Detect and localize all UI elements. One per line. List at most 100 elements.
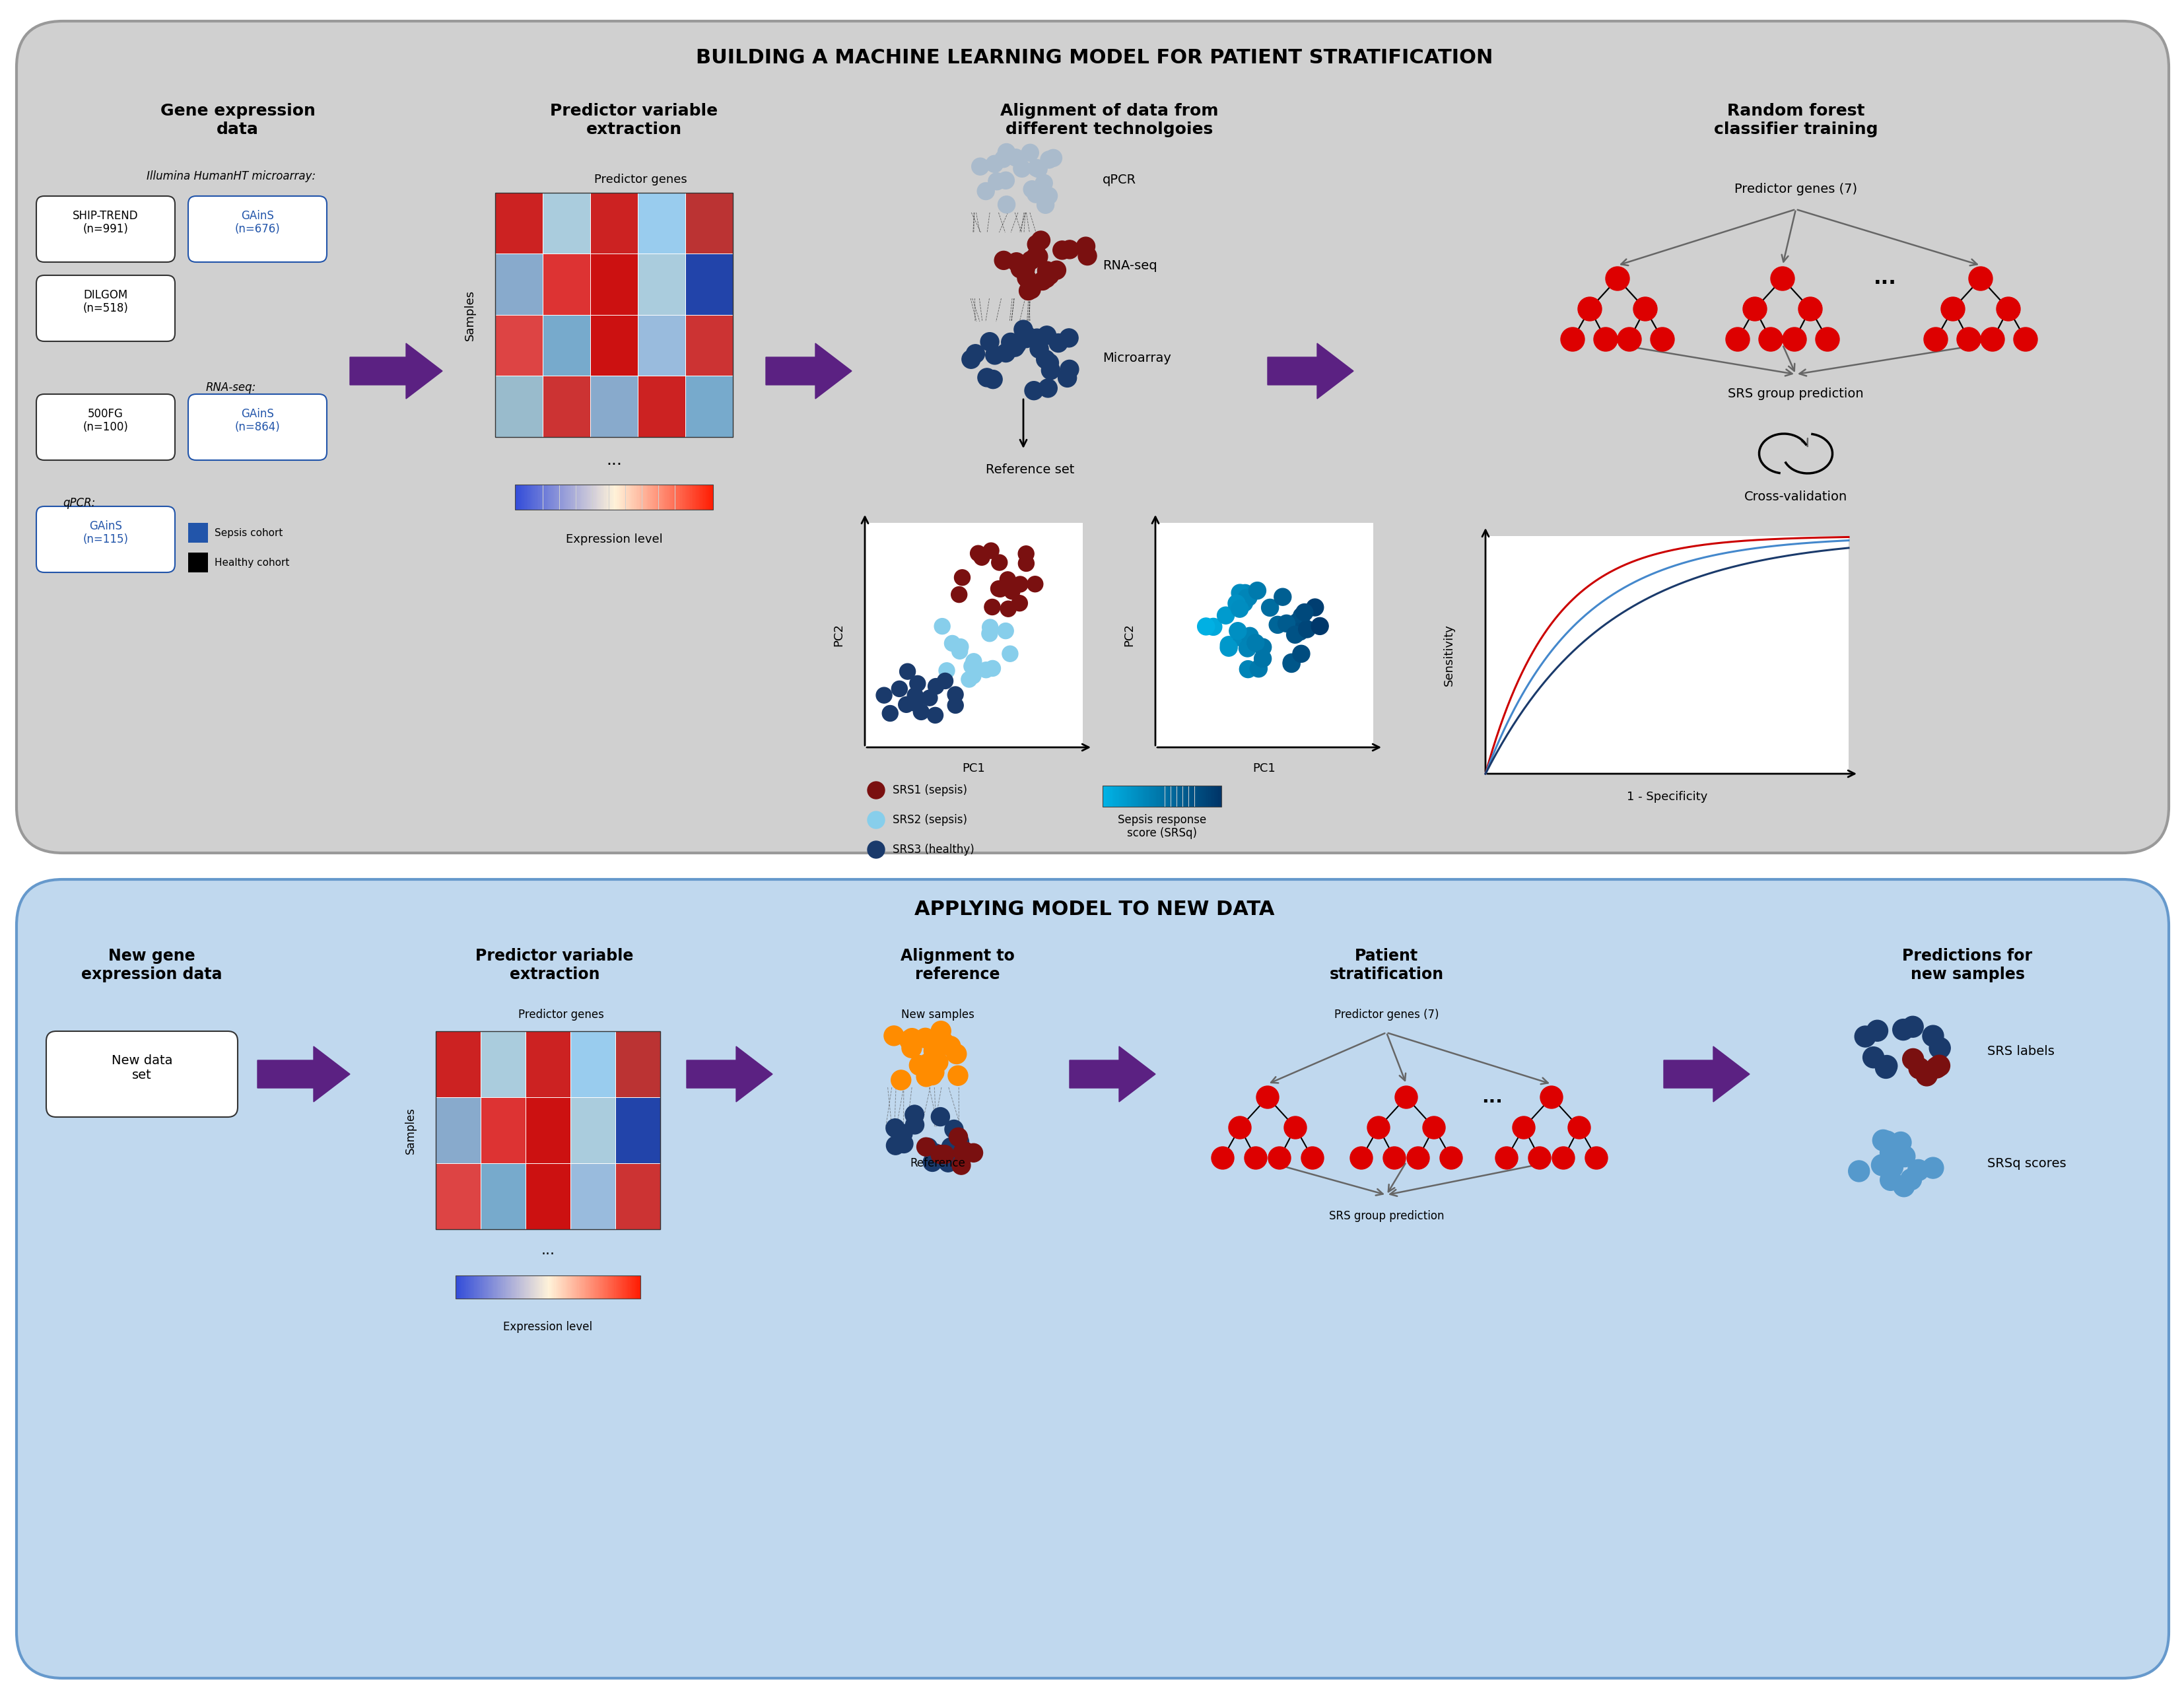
Circle shape [946, 1044, 968, 1065]
Circle shape [906, 688, 924, 703]
Circle shape [957, 1143, 974, 1160]
Circle shape [954, 569, 970, 586]
Circle shape [1040, 267, 1059, 285]
FancyBboxPatch shape [37, 275, 175, 341]
Bar [496, 194, 734, 436]
Bar [496, 314, 542, 375]
Circle shape [1238, 589, 1256, 606]
Bar [590, 314, 638, 375]
Circle shape [1880, 1143, 1900, 1163]
Circle shape [891, 681, 906, 696]
FancyBboxPatch shape [188, 195, 328, 261]
Circle shape [1029, 160, 1046, 177]
Circle shape [876, 688, 891, 703]
Bar [188, 552, 207, 572]
Text: qPCR: qPCR [1103, 173, 1136, 185]
Circle shape [1013, 321, 1033, 338]
Circle shape [1876, 1056, 1898, 1077]
Text: Predictor variable
extraction: Predictor variable extraction [550, 104, 719, 138]
Circle shape [1216, 606, 1234, 625]
Text: Predictor genes (7): Predictor genes (7) [1734, 183, 1856, 195]
Circle shape [1996, 297, 2020, 321]
Text: Predictor variable
extraction: Predictor variable extraction [476, 947, 633, 981]
Circle shape [895, 1134, 913, 1153]
Circle shape [1540, 1087, 1564, 1109]
Circle shape [965, 345, 985, 363]
Bar [437, 1031, 660, 1229]
Circle shape [1586, 1146, 1607, 1170]
Circle shape [946, 1121, 963, 1138]
Circle shape [1031, 160, 1046, 178]
Circle shape [1241, 589, 1258, 606]
Text: ...: ... [1874, 268, 1896, 289]
Circle shape [1227, 594, 1245, 611]
Bar [865, 523, 1083, 747]
Circle shape [1743, 297, 1767, 321]
Circle shape [926, 1144, 943, 1161]
Text: Alignment to
reference: Alignment to reference [900, 947, 1013, 981]
Text: PC2: PC2 [832, 623, 845, 647]
Circle shape [1815, 328, 1839, 351]
Text: New gene
expression data: New gene expression data [81, 947, 223, 981]
Circle shape [909, 696, 924, 711]
Circle shape [909, 1056, 928, 1075]
Circle shape [898, 696, 915, 713]
Circle shape [1725, 328, 1749, 351]
Circle shape [1241, 661, 1256, 678]
Text: PC2: PC2 [1123, 623, 1136, 647]
Circle shape [922, 1056, 941, 1077]
Circle shape [1310, 618, 1328, 635]
Circle shape [961, 671, 976, 688]
Circle shape [1057, 368, 1077, 387]
Circle shape [867, 812, 885, 829]
Bar [542, 314, 590, 375]
Circle shape [1909, 1160, 1928, 1180]
Circle shape [1018, 329, 1035, 348]
Circle shape [1894, 1019, 1913, 1041]
Circle shape [985, 346, 1005, 365]
Circle shape [1887, 1141, 1909, 1163]
Circle shape [1291, 623, 1308, 640]
Circle shape [948, 686, 963, 703]
Circle shape [950, 1133, 970, 1151]
Circle shape [998, 195, 1016, 214]
Circle shape [1957, 328, 1981, 351]
Circle shape [965, 1143, 983, 1161]
Circle shape [1269, 1146, 1291, 1170]
Circle shape [1942, 297, 1966, 321]
Circle shape [985, 661, 1000, 676]
Circle shape [1282, 655, 1299, 672]
Circle shape [1577, 297, 1601, 321]
Bar [570, 1031, 616, 1097]
Circle shape [1880, 1170, 1902, 1190]
Text: RNA-seq:: RNA-seq: [205, 382, 256, 394]
Circle shape [922, 689, 937, 706]
Circle shape [943, 635, 961, 652]
Circle shape [919, 1138, 937, 1156]
Circle shape [1254, 650, 1271, 667]
Circle shape [1236, 584, 1254, 601]
Bar [437, 1097, 480, 1163]
Circle shape [1872, 1129, 1894, 1151]
Circle shape [992, 581, 1009, 598]
Circle shape [1306, 599, 1324, 616]
Circle shape [930, 1107, 950, 1126]
Circle shape [1889, 1133, 1911, 1153]
Circle shape [1002, 333, 1020, 351]
Circle shape [965, 654, 981, 669]
Polygon shape [1267, 343, 1354, 399]
Circle shape [1018, 545, 1033, 562]
Circle shape [924, 1063, 943, 1082]
Circle shape [1282, 654, 1299, 671]
Circle shape [972, 158, 989, 175]
Circle shape [1212, 1146, 1234, 1170]
Polygon shape [349, 343, 443, 399]
Circle shape [1256, 1087, 1280, 1109]
Circle shape [1562, 328, 1586, 351]
FancyBboxPatch shape [37, 394, 175, 460]
Circle shape [970, 545, 987, 562]
Text: 1 - Specificity: 1 - Specificity [1627, 791, 1708, 803]
Text: Expression level: Expression level [502, 1321, 592, 1333]
Text: Sepsis response
score (SRSq): Sepsis response score (SRSq) [1118, 813, 1206, 839]
Bar [542, 194, 590, 253]
